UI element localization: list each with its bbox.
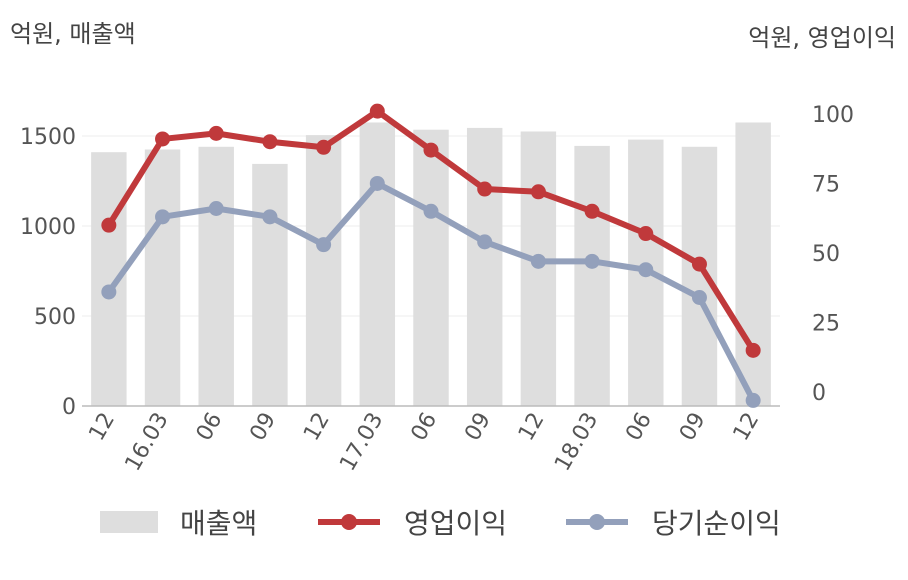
y-right-tick-label: 50 bbox=[812, 242, 840, 267]
bar-sales bbox=[252, 163, 288, 406]
point-net-income bbox=[584, 253, 600, 269]
bar-sales bbox=[305, 135, 342, 406]
point-net-income bbox=[477, 234, 493, 250]
legend-swatch-bar bbox=[100, 511, 158, 533]
point-operating-profit bbox=[745, 342, 761, 358]
point-net-income bbox=[745, 392, 761, 408]
y-right-tick-label: 0 bbox=[812, 381, 826, 406]
legend-item-sales: 매출액 bbox=[100, 500, 257, 544]
bar-sales bbox=[413, 129, 449, 406]
x-tick-label: 18.03 bbox=[550, 409, 603, 476]
right-axis-unit: 억원, 영업이익 bbox=[748, 24, 896, 52]
point-operating-profit bbox=[316, 139, 332, 155]
point-operating-profit bbox=[530, 184, 546, 200]
y-left-tick-label: 1500 bbox=[20, 125, 76, 150]
point-operating-profit bbox=[638, 226, 654, 242]
point-operating-profit bbox=[101, 217, 117, 233]
x-tick-label: 06 bbox=[407, 409, 443, 446]
point-net-income bbox=[101, 284, 117, 300]
point-operating-profit bbox=[208, 125, 224, 141]
y-right-tick-label: 100 bbox=[812, 103, 854, 128]
y-left-tick-label: 0 bbox=[62, 395, 76, 420]
legend-label-operating-profit: 영업이익 bbox=[404, 507, 508, 540]
point-net-income bbox=[638, 262, 654, 278]
point-operating-profit bbox=[691, 256, 707, 272]
bar-sales bbox=[735, 122, 771, 406]
x-tick-label: 12 bbox=[729, 409, 765, 446]
legend-item-net-income: 당기순이익 bbox=[564, 500, 781, 544]
x-tick-label: 12 bbox=[84, 409, 120, 446]
y-right-tick-label: 25 bbox=[812, 312, 840, 337]
legend-swatch-line-red bbox=[318, 514, 380, 530]
bar-sales bbox=[359, 122, 396, 406]
x-tick-label: 09 bbox=[460, 409, 496, 446]
point-net-income bbox=[155, 209, 171, 225]
point-net-income bbox=[316, 237, 332, 253]
point-net-income bbox=[369, 175, 385, 191]
legend-label-sales: 매출액 bbox=[180, 507, 258, 540]
legend: 매출액 영업이익 당기순이익 bbox=[0, 500, 908, 550]
bar-sales bbox=[144, 149, 181, 406]
x-tick-label: 17.03 bbox=[335, 409, 388, 476]
point-net-income bbox=[208, 200, 224, 216]
x-tick-label: 16.03 bbox=[121, 409, 174, 476]
y-left-tick-label: 1000 bbox=[20, 215, 76, 240]
bar-sales bbox=[681, 146, 718, 407]
point-net-income bbox=[691, 290, 707, 306]
point-operating-profit bbox=[155, 131, 171, 147]
x-tick-label: 06 bbox=[621, 409, 657, 446]
point-operating-profit bbox=[369, 103, 385, 119]
bar-sales bbox=[574, 145, 610, 406]
y-left-tick-label: 500 bbox=[34, 305, 76, 330]
point-operating-profit bbox=[423, 142, 439, 158]
bar-sales bbox=[466, 127, 503, 407]
y-right-tick-label: 75 bbox=[812, 172, 840, 197]
point-operating-profit bbox=[584, 203, 600, 219]
left-axis-unit: 억원, 매출액 bbox=[10, 20, 136, 48]
x-tick-label: 09 bbox=[245, 409, 281, 446]
point-operating-profit bbox=[477, 181, 493, 197]
x-tick-label: 06 bbox=[192, 409, 228, 446]
x-tick-label: 09 bbox=[675, 409, 711, 446]
point-net-income bbox=[262, 209, 278, 225]
point-net-income bbox=[423, 203, 439, 219]
legend-item-operating-profit: 영업이익 bbox=[316, 500, 507, 544]
legend-swatch-line-blue bbox=[566, 514, 628, 530]
point-net-income bbox=[530, 253, 546, 269]
legend-label-net-income: 당기순이익 bbox=[652, 507, 781, 540]
x-tick-label: 12 bbox=[299, 409, 335, 446]
bar-sales bbox=[198, 146, 234, 407]
point-operating-profit bbox=[262, 134, 278, 150]
x-tick-label: 12 bbox=[514, 409, 550, 446]
